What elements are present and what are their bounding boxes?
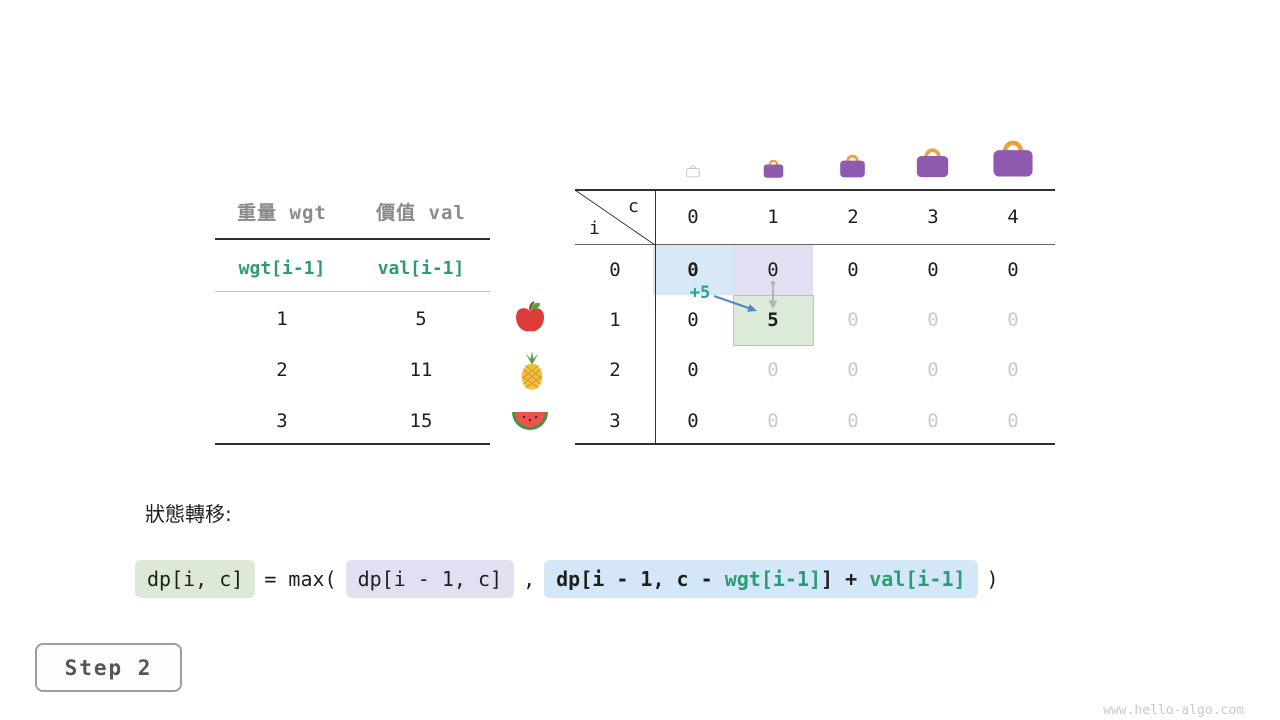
dp-col-header: 1 <box>767 206 779 228</box>
items-wgt-formula: wgt[i-1] <box>238 257 326 279</box>
dp-col-header: 2 <box>847 206 859 228</box>
dp-cell-3-1: 0 <box>767 410 779 432</box>
dp-cell-0-0: 0 <box>687 259 699 281</box>
dp-cell-2-4: 0 <box>1007 359 1019 381</box>
dp-cell-1-4: 0 <box>1007 309 1019 331</box>
take-option-wgt: wgt[i-1] <box>724 567 822 591</box>
dp-cell-3-0: 0 <box>687 410 699 432</box>
dp-table-top-border <box>575 189 1055 191</box>
dp-cell-2-0: 0 <box>687 359 699 381</box>
formula-close-paren: ) <box>986 567 999 591</box>
bag-tiny-icon <box>686 165 700 178</box>
dp-corner-diagonal-line <box>574 189 656 246</box>
dp-cell-1-1: 5 <box>767 309 779 331</box>
formula-operator-max: = max( <box>264 567 337 591</box>
item-row-value: 5 <box>415 308 427 330</box>
dp-cell-3-4: 0 <box>1007 410 1019 432</box>
bag-medium-icon <box>840 154 865 178</box>
dp-table-header-divider <box>575 244 1055 245</box>
dp-cell-0-1: 0 <box>767 259 779 281</box>
dp-cell-0-2: 0 <box>847 259 859 281</box>
dp-col-header: 4 <box>1007 206 1019 228</box>
dp-cell-0-3: 0 <box>927 259 939 281</box>
dp-cell-0-4: 0 <box>1007 259 1019 281</box>
item-row-weight: 3 <box>276 410 288 432</box>
site-watermark: www.hello-algo.com <box>1103 703 1244 718</box>
items-table-top-divider <box>215 238 490 240</box>
take-option-val: val[i-1] <box>869 567 966 591</box>
formula-chip-result: dp[i, c] <box>135 560 256 598</box>
item-row-value: 15 <box>409 410 433 432</box>
formula-chip-take-option: dp[i - 1, c - wgt[i-1]] + val[i-1] <box>544 560 978 598</box>
dp-cell-3-3: 0 <box>927 410 939 432</box>
bag-large-icon <box>916 148 949 178</box>
items-table-bottom-divider <box>215 443 490 445</box>
dp-cell-2-1: 0 <box>767 359 779 381</box>
bag-small-icon <box>763 159 784 178</box>
formula-comma: , <box>523 567 536 591</box>
dp-cell-3-2: 0 <box>847 410 859 432</box>
apple-icon <box>516 301 544 332</box>
transition-formula: dp[i, c] = max( dp[i - 1, c] , dp[i - 1,… <box>135 560 999 598</box>
dp-corner-row-label: i <box>589 218 600 239</box>
dp-col-header: 3 <box>927 206 939 228</box>
items-val-formula: val[i-1] <box>377 257 465 279</box>
dp-cell-2-3: 0 <box>927 359 939 381</box>
step-badge: Step 2 <box>35 643 182 692</box>
dp-table-vertical-divider <box>655 189 656 445</box>
bag-xlarge-icon <box>993 140 1033 177</box>
dp-row-header: 0 <box>609 259 621 281</box>
dp-row-header: 1 <box>609 309 621 331</box>
plus-value-annotation: +5 <box>689 283 711 303</box>
take-option-prefix: dp[i - 1, c - <box>556 567 725 591</box>
dp-corner-col-label: c <box>628 196 639 217</box>
dp-row-header: 2 <box>609 359 621 381</box>
pineapple-icon <box>521 351 543 390</box>
item-row-value: 11 <box>409 359 433 381</box>
cell-highlight-blue <box>653 245 733 295</box>
take-option-mid: ] + <box>821 567 870 591</box>
dp-cell-1-2: 0 <box>847 309 859 331</box>
dp-cell-1-3: 0 <box>927 309 939 331</box>
item-row-weight: 1 <box>276 308 288 330</box>
dp-row-header: 3 <box>609 410 621 432</box>
items-col-weight-header: 重量 wgt <box>237 201 327 224</box>
items-table-mid-divider <box>215 291 490 292</box>
formula-chip-skip-option: dp[i - 1, c] <box>345 560 515 598</box>
item-row-weight: 2 <box>276 359 288 381</box>
items-col-value-header: 價值 val <box>376 201 466 224</box>
dp-col-header: 0 <box>687 206 699 228</box>
dp-table-bottom-border <box>575 443 1055 445</box>
transition-title: 狀態轉移: <box>145 502 232 526</box>
dp-cell-1-0: 0 <box>687 309 699 331</box>
dp-cell-2-2: 0 <box>847 359 859 381</box>
watermelon-icon <box>512 412 548 430</box>
